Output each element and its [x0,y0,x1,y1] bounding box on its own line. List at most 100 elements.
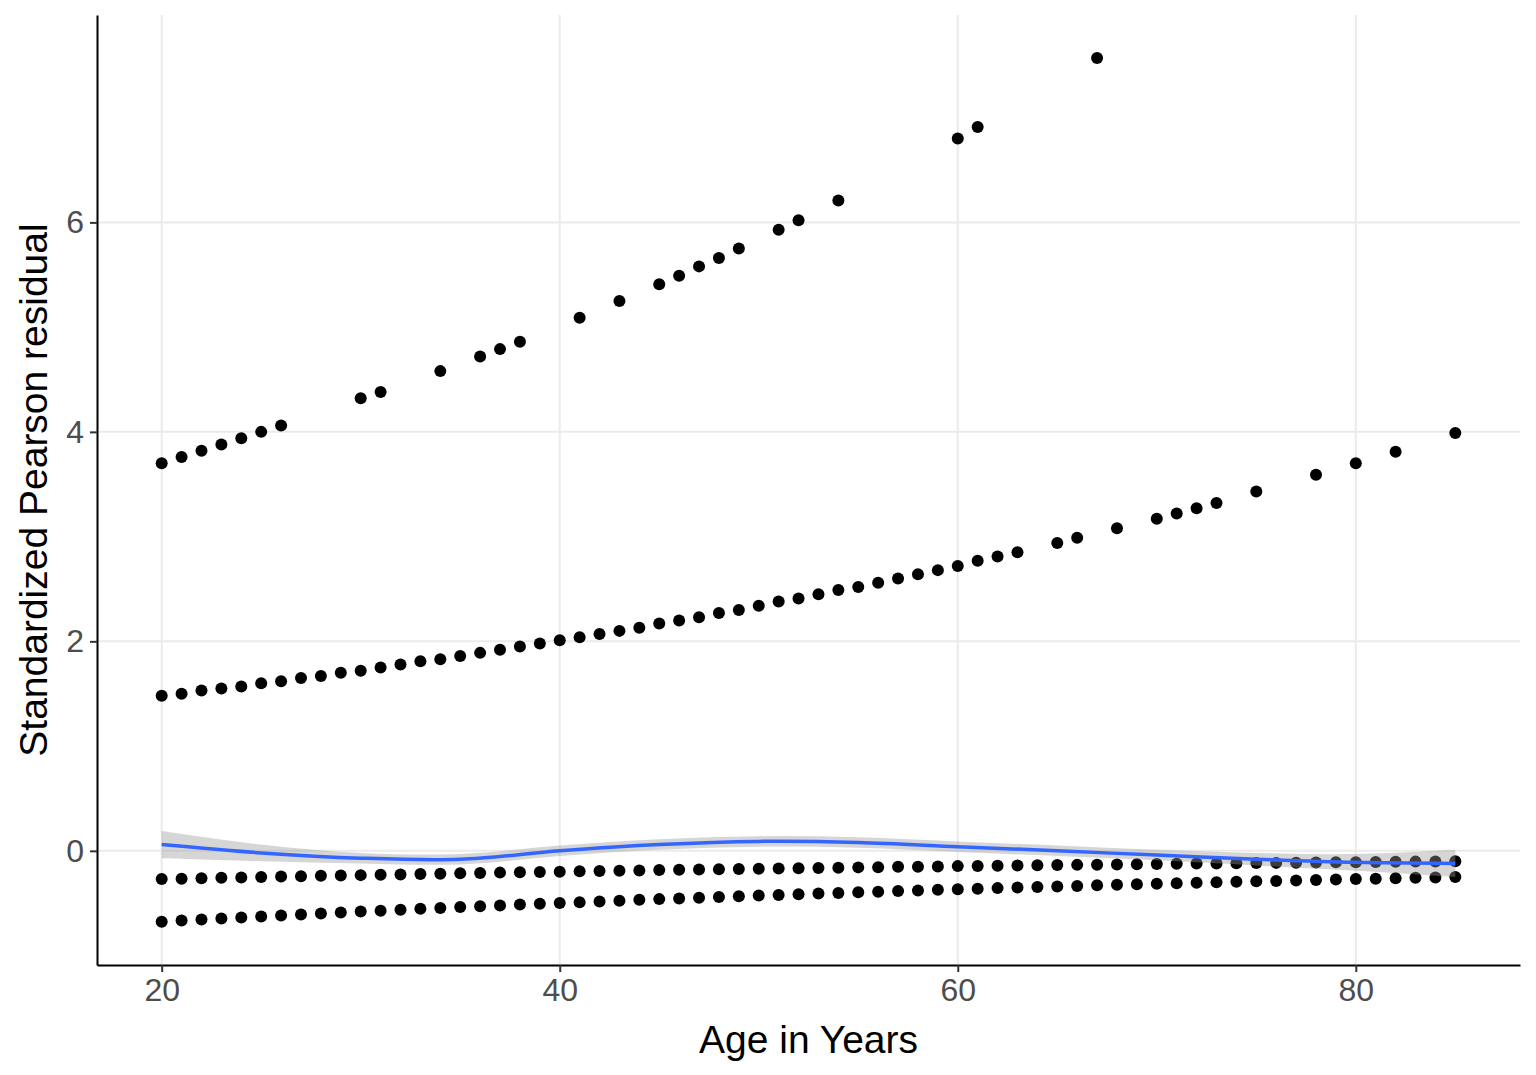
point [156,690,168,702]
point [753,600,765,612]
x-grid-line [161,15,163,965]
point [1111,879,1123,891]
point [574,865,586,877]
x-tick-label: 40 [542,972,578,1008]
point [474,867,486,879]
point [773,862,785,874]
point [1250,875,1262,887]
point [434,868,446,880]
point [972,860,984,872]
point [275,909,287,921]
point [315,870,327,882]
point [176,915,188,927]
point [594,865,606,877]
point [773,224,785,236]
point [653,893,665,905]
point [235,911,247,923]
point [992,860,1004,872]
point [315,907,327,919]
point [176,451,188,463]
point [395,658,407,670]
point [215,438,227,450]
point [474,647,486,659]
y-tick-label: 4 [66,414,84,450]
point [1250,486,1262,498]
point [673,270,685,282]
point [773,596,785,608]
point [912,568,924,580]
point [852,861,864,873]
point [1310,874,1322,886]
point [673,864,685,876]
y-axis: 0246 [66,16,97,966]
point [275,871,287,883]
y-grid-line [97,431,1520,433]
point [1230,876,1242,888]
point [812,588,824,600]
point [255,426,267,438]
x-grid-line [957,15,959,965]
point [633,622,645,634]
point [534,866,546,878]
point [1350,457,1362,469]
point [195,914,207,926]
point [1390,872,1402,884]
point [1051,859,1063,871]
smooth-line [162,841,1456,863]
point [375,662,387,674]
x-tick: 20 [144,965,180,1008]
point [872,886,884,898]
point [1310,469,1322,481]
point [1031,881,1043,893]
point [673,892,685,904]
point [673,614,685,626]
point [832,887,844,899]
point [1191,502,1203,514]
confidence-band [162,831,1456,877]
x-axis: 20406080 [98,965,1521,1008]
point [972,883,984,895]
point [753,890,765,902]
point [693,864,705,876]
y-axis-title: Standardized Pearson residual [12,223,55,756]
point [474,350,486,362]
point [295,908,307,920]
point [753,863,765,875]
point [952,133,964,145]
point [812,862,824,874]
point [554,897,566,909]
point [474,900,486,912]
point [992,551,1004,563]
point [892,885,904,897]
point [1290,874,1302,886]
y-grid-line [97,640,1520,642]
point [633,864,645,876]
point [832,584,844,596]
point [832,194,844,206]
point [1131,878,1143,890]
point [454,867,466,879]
point [414,655,426,667]
point [215,872,227,884]
point [514,336,526,348]
point [912,861,924,873]
grid [97,15,1520,965]
point [852,581,864,593]
y-tick-label: 0 [66,833,84,869]
point [375,905,387,917]
point [773,889,785,901]
point [613,895,625,907]
point [1051,537,1063,549]
point [494,899,506,911]
point [1449,427,1461,439]
point [514,899,526,911]
point [852,886,864,898]
point [235,680,247,692]
y-grid-line [97,221,1520,223]
x-tick: 60 [940,965,976,1008]
point [395,904,407,916]
x-grid-line [1355,15,1357,965]
point [793,862,805,874]
x-grid-line [559,15,561,965]
point [613,865,625,877]
